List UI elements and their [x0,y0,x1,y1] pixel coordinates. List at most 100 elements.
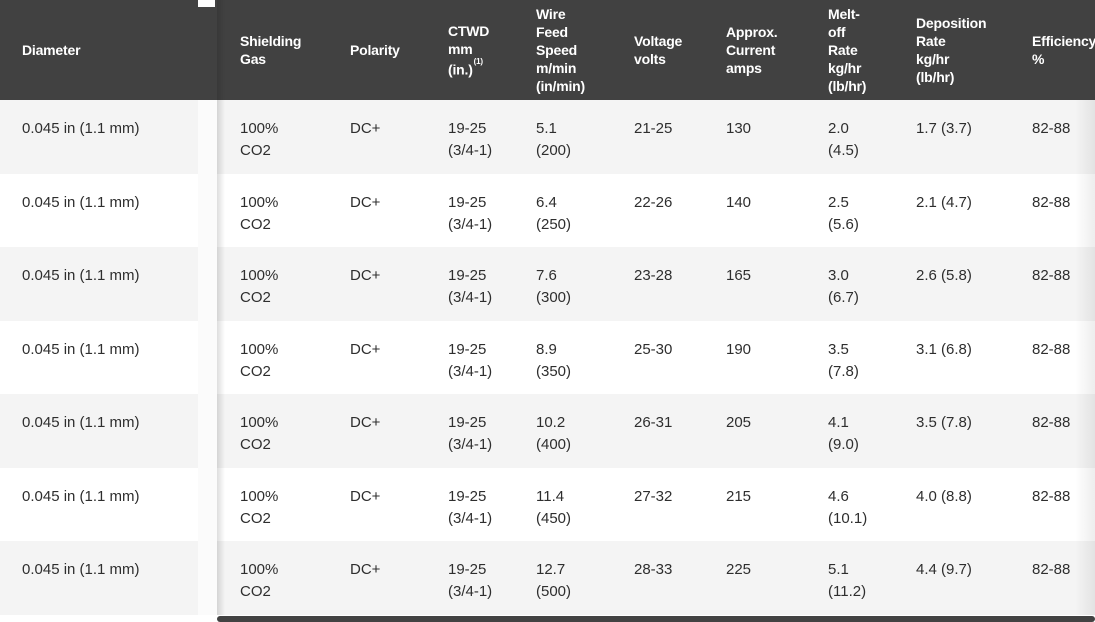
cell-wire-feed-speed: 7.6 (300) [513,247,611,321]
cell-value: 3.1 (6.8) [916,340,972,358]
cell-value: 25-30 [634,340,673,358]
cell-ctwd: 19-25 (3/4-1) [425,541,513,615]
cell-value: 100% CO2 [240,414,279,453]
cell-value: 100% CO2 [240,561,279,600]
header-label: Melt- off Rate kg/hr (lb/hr) [828,6,867,94]
cell-value: 8.9 (350) [536,340,572,380]
cell-value: 0.045 in (1.1 mm) [22,487,140,505]
cell-value: DC+ [350,120,381,137]
cell-ctwd: 19-25 (3/4-1) [425,467,513,541]
cell-value: 28-33 [634,561,673,578]
frozen-column-gap [198,541,217,615]
table-row: 0.045 in (1.1 mm) 100% CO2 DC+ 19-25 (3/… [0,247,1095,321]
cell-deposition-rate: 1.7 (3.7) [893,100,1009,174]
cell-value: 19-25 (3/4-1) [448,561,493,600]
cell-value: 82-88 [1032,120,1071,137]
cell-diameter: 0.045 in (1.1 mm) [0,320,198,394]
cell-value: 82-88 [1032,267,1071,284]
table-row: 0.045 in (1.1 mm) 100% CO2 DC+ 19-25 (3/… [0,541,1095,615]
cell-polarity: DC+ [327,247,425,321]
header-label: Polarity [350,42,400,58]
cell-voltage: 27-32 [611,467,703,541]
cell-value: 19-25 (3/4-1) [448,267,493,306]
cell-approx-current: 225 [703,541,805,615]
cell-wire-feed-speed: 8.9 (350) [513,320,611,394]
cell-melt-off-rate: 3.5 (7.8) [805,320,893,394]
cell-value: 6.4 (250) [536,193,572,233]
header-ctwd-text: CTWD mm (in.) [448,22,490,78]
horizontal-scrollbar[interactable] [217,616,1095,622]
cell-value: DC+ [350,340,381,358]
cell-value: 0.045 in (1.1 mm) [22,267,140,284]
cell-ctwd: 19-25 (3/4-1) [425,100,513,174]
cell-value: 26-31 [634,414,673,431]
cell-value: 19-25 (3/4-1) [448,487,493,527]
cell-ctwd: 19-25 (3/4-1) [425,320,513,394]
cell-shielding-gas: 100% CO2 [217,320,327,394]
frozen-column-gap [198,394,217,468]
cell-value: 3.5 (7.8) [828,340,859,380]
header-corner-notch [198,0,215,7]
cell-wire-feed-speed: 5.1 (200) [513,100,611,174]
cell-value: DC+ [350,561,381,578]
header-shielding-gas: Shielding Gas [217,0,327,100]
cell-melt-off-rate: 5.1 (11.2) [805,541,893,615]
cell-value: 0.045 in (1.1 mm) [22,561,140,578]
cell-voltage: 21-25 [611,100,703,174]
cell-value: 82-88 [1032,340,1071,358]
cell-value: 165 [726,267,752,284]
cell-value: 4.6 (10.1) [828,487,868,527]
cell-value: DC+ [350,414,381,431]
cell-wire-feed-speed: 6.4 (250) [513,173,611,247]
cell-value: 1.7 (3.7) [916,120,972,137]
cell-deposition-rate: 2.1 (4.7) [893,173,1009,247]
cell-efficiency: 82-88 [1009,100,1095,174]
cell-voltage: 25-30 [611,320,703,394]
header-approx-current: Approx. Current amps [703,0,805,100]
header-label: CTWD mm (in.)(1) [448,22,489,79]
cell-value: 21-25 [634,120,673,137]
cell-shielding-gas: 100% CO2 [217,467,327,541]
cell-polarity: DC+ [327,100,425,174]
cell-value: 3.0 (6.7) [828,267,859,306]
cell-ctwd: 19-25 (3/4-1) [425,247,513,321]
cell-melt-off-rate: 2.5 (5.6) [805,173,893,247]
cell-value: DC+ [350,193,381,211]
header-label: Voltage volts [634,33,683,67]
cell-value: 82-88 [1032,193,1071,211]
header-melt-off-rate: Melt- off Rate kg/hr (lb/hr) [805,0,893,100]
cell-melt-off-rate: 4.1 (9.0) [805,394,893,468]
cell-value: 2.1 (4.7) [916,193,972,211]
cell-value: 100% CO2 [240,193,279,233]
header-ctwd: CTWD mm (in.)(1) [425,0,513,100]
cell-value: 19-25 (3/4-1) [448,193,493,233]
cell-deposition-rate: 3.1 (6.8) [893,320,1009,394]
header-diameter: Diameter [0,0,198,100]
cell-deposition-rate: 4.0 (8.8) [893,467,1009,541]
frozen-column-gap [198,467,217,541]
frozen-column-gap [198,100,217,174]
cell-value: DC+ [350,487,381,505]
frozen-column-gap [198,173,217,247]
header-efficiency: Efficiency % [1009,0,1095,100]
cell-diameter: 0.045 in (1.1 mm) [0,394,198,468]
header-deposition-rate: Deposition Rate kg/hr (lb/hr) [893,0,1009,100]
cell-value: DC+ [350,267,381,284]
header-label: Approx. Current amps [726,24,778,76]
cell-diameter: 0.045 in (1.1 mm) [0,541,198,615]
cell-value: 100% CO2 [240,267,279,306]
cell-melt-off-rate: 4.6 (10.1) [805,467,893,541]
frozen-column-gap [198,0,217,100]
cell-value: 2.5 (5.6) [828,193,859,233]
table-row: 0.045 in (1.1 mm) 100% CO2 DC+ 19-25 (3/… [0,467,1095,541]
cell-value: 22-26 [634,193,673,211]
cell-deposition-rate: 3.5 (7.8) [893,394,1009,468]
cell-value: 27-32 [634,487,673,505]
cell-wire-feed-speed: 12.7 (500) [513,541,611,615]
cell-polarity: DC+ [327,541,425,615]
cell-value: 205 [726,414,752,431]
cell-shielding-gas: 100% CO2 [217,394,327,468]
cell-efficiency: 82-88 [1009,173,1095,247]
